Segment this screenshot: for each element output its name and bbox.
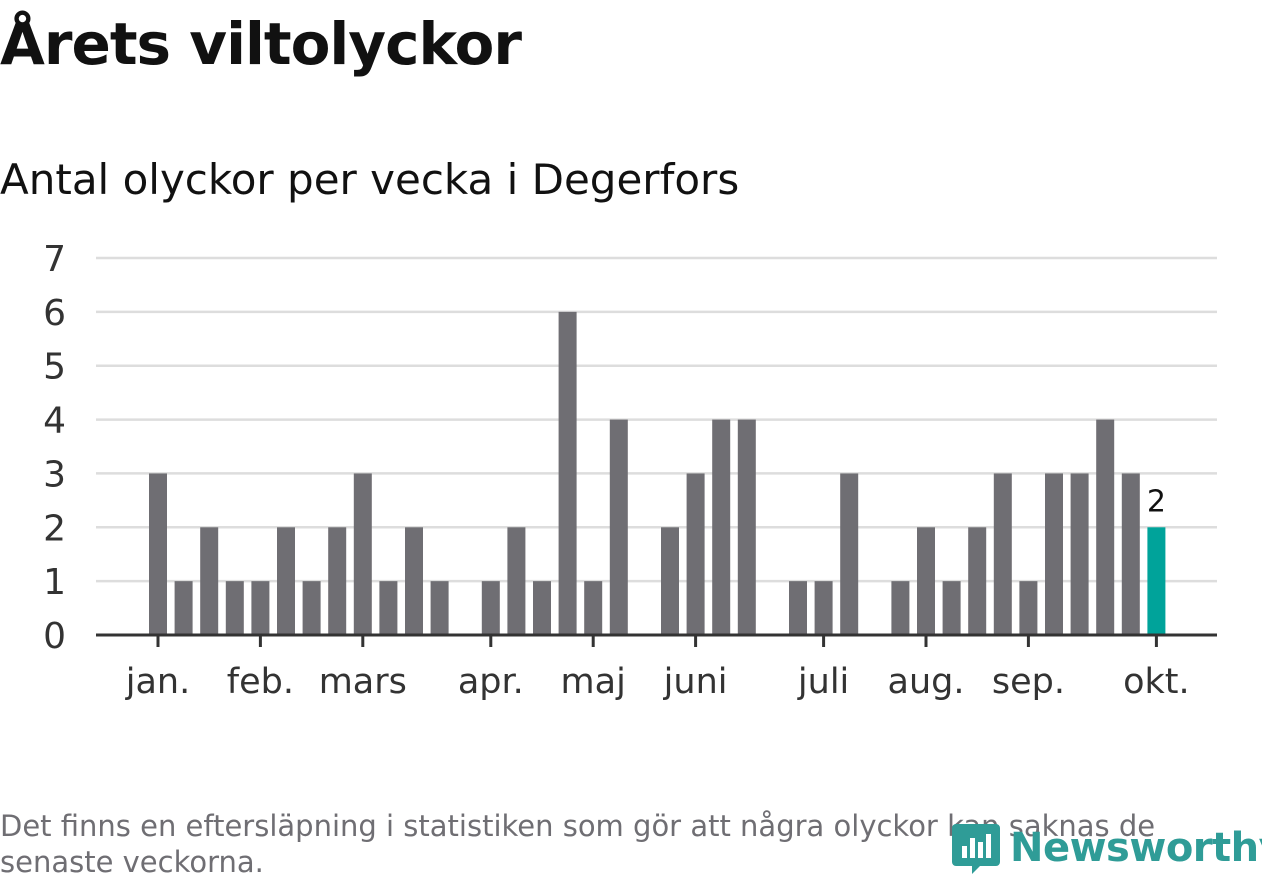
bar (993, 473, 1012, 635)
newsworthy-logo-icon (952, 824, 1000, 874)
bar (1096, 419, 1115, 635)
bar (174, 581, 193, 635)
bar (737, 419, 756, 635)
y-tick-label: 3 (43, 454, 66, 495)
y-tick-label: 5 (43, 347, 66, 388)
x-tick-label: aug. (888, 662, 965, 702)
chart-title: Årets viltolyckor (0, 10, 522, 78)
bar-chart: 0 1 2 3 4 5 6 7 2 jan. feb. mars apr. maj juni juli aug.… (43, 239, 1217, 702)
x-tick-label: apr. (458, 662, 524, 702)
y-tick-label: 4 (43, 401, 66, 442)
bar (225, 581, 244, 635)
bar (789, 581, 807, 635)
bar (430, 581, 449, 635)
bar (1045, 473, 1063, 635)
x-tick-label: okt. (1123, 662, 1190, 702)
bar (558, 311, 577, 635)
bar (149, 473, 167, 635)
bar (968, 527, 987, 635)
data-label: 2 (1147, 484, 1166, 519)
bar (507, 527, 526, 635)
bar (1070, 473, 1089, 635)
x-tick-label: maj (561, 662, 626, 702)
chart-subtitle: Antal olyckor per vecka i Degerfors (0, 155, 740, 204)
bar (712, 419, 731, 635)
bar (405, 527, 423, 635)
bar (814, 581, 833, 635)
x-tick-label: mars (319, 662, 407, 702)
bar (200, 527, 219, 635)
bar (1121, 473, 1140, 635)
bar (533, 581, 551, 635)
x-tick-label: feb. (227, 662, 294, 702)
bar (251, 581, 270, 635)
x-tick-label: sep. (992, 662, 1065, 702)
bar (353, 473, 372, 635)
y-tick-label: 2 (43, 508, 66, 549)
bar (1147, 527, 1166, 635)
bar (584, 581, 603, 635)
bar (328, 527, 347, 635)
bar (302, 581, 321, 635)
newsworthy-logo: Newsworthy (950, 818, 1262, 878)
bar (686, 473, 705, 635)
bar (661, 527, 679, 635)
y-tick-label: 0 (43, 616, 66, 657)
bar (609, 419, 628, 635)
y-tick-label: 6 (43, 293, 66, 334)
logo-text: Newsworthy (1010, 825, 1262, 871)
bar (840, 473, 859, 635)
bar (481, 581, 500, 635)
bar (277, 527, 295, 635)
bar (917, 527, 935, 635)
y-tick-label: 7 (43, 239, 66, 280)
bar (379, 581, 398, 635)
x-tick-label: juli (797, 662, 849, 702)
bar (1019, 581, 1038, 635)
bar (891, 581, 910, 635)
x-tick-label: jan. (125, 662, 190, 702)
bar (942, 581, 961, 635)
x-tick-label: juni (663, 662, 728, 702)
y-tick-label: 1 (43, 562, 66, 603)
